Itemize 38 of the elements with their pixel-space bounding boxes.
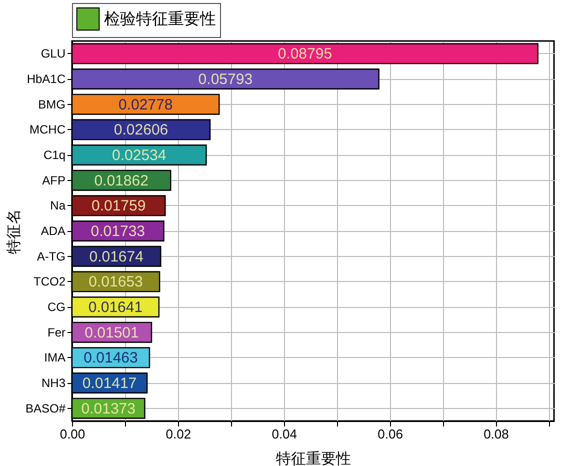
x-tick-label: 0.06	[378, 426, 403, 442]
y-tick-label: GLU	[40, 46, 66, 61]
data-label: 0.01641	[88, 299, 143, 316]
data-label: 0.05793	[198, 71, 253, 88]
y-tick-label: AFP	[42, 173, 66, 188]
data-label: 0.02534	[112, 147, 166, 164]
y-tick-label: C1q	[43, 148, 66, 162]
y-tick-label: Na	[50, 198, 66, 213]
y-tick-label: A-TG	[36, 249, 66, 264]
y-tick-label: HbA1C	[26, 72, 66, 86]
data-label: 0.01674	[89, 248, 144, 266]
y-tick-label: ADA	[40, 224, 66, 238]
data-label: 0.08795	[278, 46, 332, 63]
x-tick-label: 0.02	[166, 426, 192, 442]
data-label: 0.01373	[81, 400, 136, 418]
y-tick-label: BMG	[38, 97, 66, 112]
y-tick-label: BASO#	[25, 401, 66, 416]
y-tick-label: IMA	[44, 350, 66, 365]
y-tick-label: Fer	[48, 325, 66, 340]
data-label: 0.02778	[118, 96, 173, 114]
data-label: 0.02606	[114, 122, 168, 139]
x-tick-label: 0.00	[60, 426, 86, 442]
x-tick-label: 0.08	[484, 426, 509, 442]
x-tick-label: 0.04	[272, 426, 298, 442]
y-tick-label: MCHC	[30, 122, 66, 137]
x-axis-title: 特征重要性	[276, 450, 351, 466]
data-label: 0.01653	[88, 274, 143, 291]
legend-label: 检验特征重要性	[104, 10, 216, 28]
data-label: 0.01759	[91, 198, 146, 215]
y-axis-title: 特征名	[5, 209, 22, 254]
y-tick-label: NH3	[41, 376, 66, 390]
data-label: 0.01463	[84, 350, 138, 367]
data-label: 0.01862	[94, 172, 148, 190]
data-label: 0.01733	[90, 223, 146, 240]
y-tick-label: TCO2	[33, 274, 66, 289]
y-tick-label: CG	[48, 300, 66, 314]
data-label: 0.01417	[82, 375, 137, 392]
data-label: 0.01501	[84, 324, 139, 342]
